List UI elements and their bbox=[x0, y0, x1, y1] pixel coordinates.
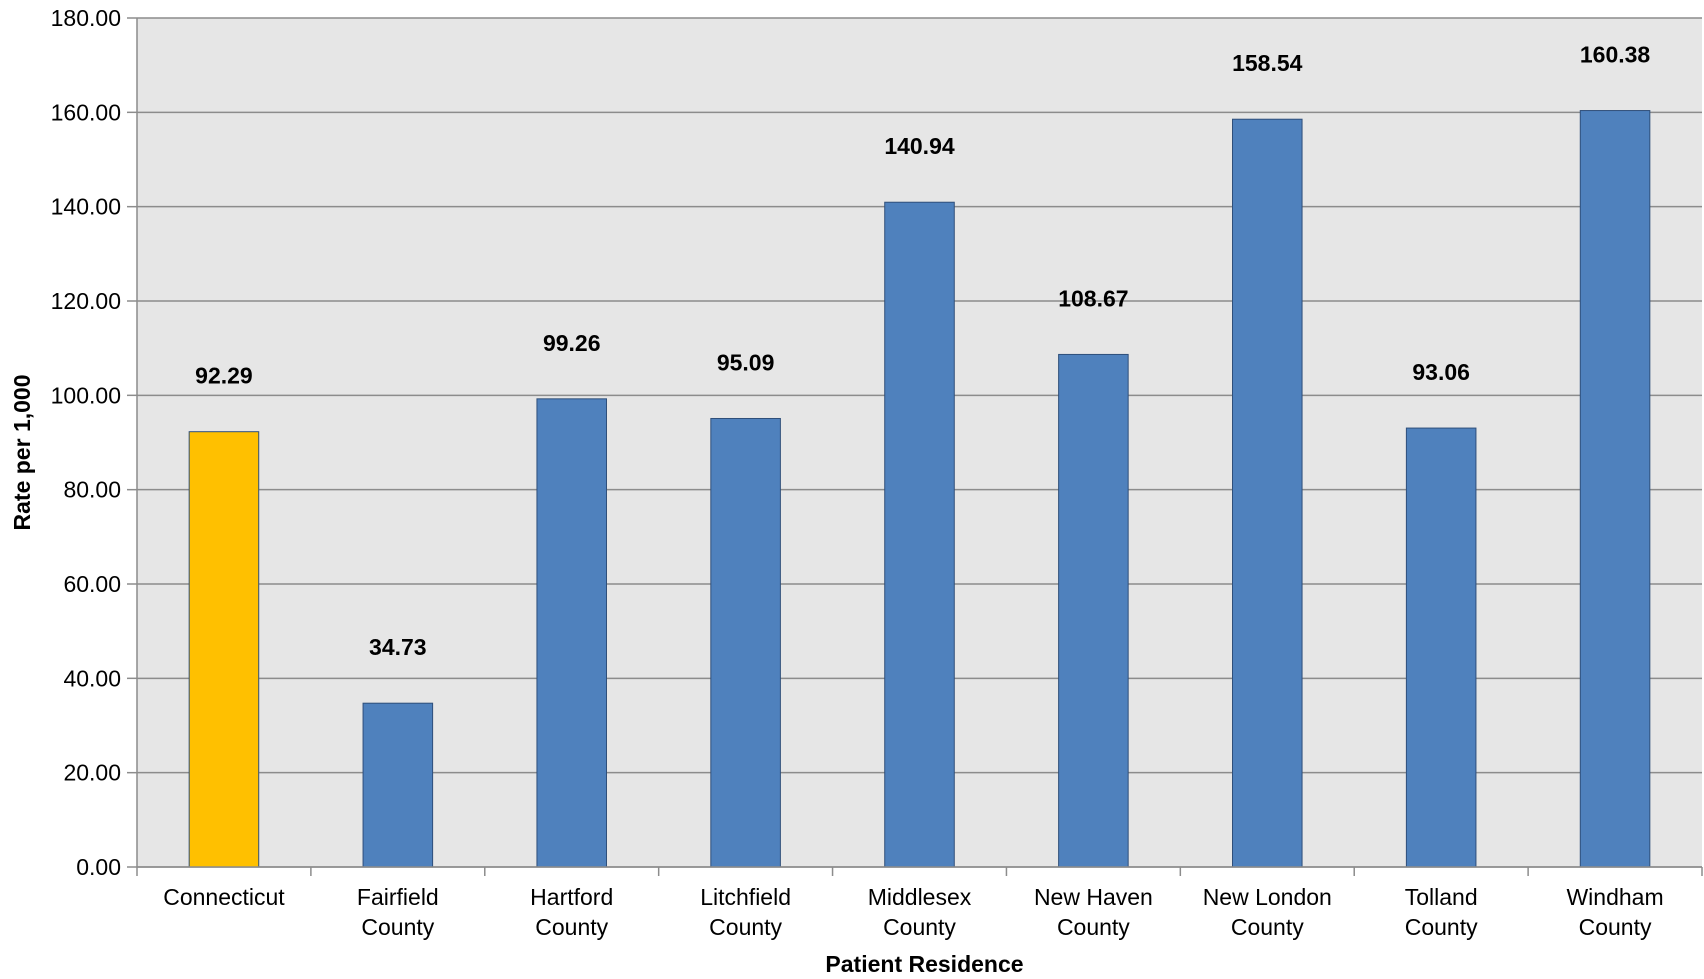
bar bbox=[710, 417, 781, 868]
data-label: 140.94 bbox=[884, 133, 955, 159]
bar bbox=[1579, 110, 1651, 868]
data-labels: 92.29 34.73 99.26 95.09 140.94 108.67 158.54 93… bbox=[195, 42, 1650, 661]
data-label: 95.09 bbox=[717, 349, 775, 375]
y-axis-title: Rate per 1,000 bbox=[9, 375, 35, 531]
x-tick-label: Tolland County bbox=[1405, 884, 1478, 940]
bars bbox=[188, 110, 1651, 868]
data-label: 158.54 bbox=[1232, 50, 1303, 76]
y-tick-label: 180.00 bbox=[51, 5, 121, 31]
y-tick-label: 60.00 bbox=[63, 571, 121, 597]
bar bbox=[884, 201, 955, 868]
x-tick-label: New Haven County bbox=[1034, 884, 1153, 940]
x-tick-label: New London County bbox=[1203, 884, 1332, 940]
bar bbox=[1405, 427, 1477, 868]
data-label: 34.73 bbox=[369, 634, 427, 660]
y-tick-label: 100.00 bbox=[51, 382, 121, 408]
x-tick-label: Litchfield County bbox=[700, 884, 791, 940]
data-label: 160.38 bbox=[1580, 42, 1651, 68]
bar bbox=[362, 702, 434, 868]
data-label: 99.26 bbox=[543, 330, 601, 356]
x-tick-label: Hartford County bbox=[530, 884, 613, 940]
x-tick-label: Connecticut bbox=[163, 884, 285, 910]
data-label: 108.67 bbox=[1058, 285, 1128, 311]
y-tick-label: 40.00 bbox=[63, 665, 121, 691]
x-tick-label: Middlesex County bbox=[868, 884, 972, 940]
x-tick-labels: Connecticut Fairfield County Hartford County… bbox=[163, 884, 1663, 940]
y-tick-labels: 0.00 20.00 40.00 60.00 80.00 100.00 120.00 140.… bbox=[51, 5, 121, 880]
y-tick-label: 0.00 bbox=[76, 854, 121, 880]
y-tick-label: 20.00 bbox=[63, 760, 121, 786]
data-label: 93.06 bbox=[1412, 359, 1470, 385]
x-tick-label: Windham County bbox=[1566, 884, 1663, 940]
x-tick-label: Fairfield County bbox=[357, 884, 439, 940]
y-tick-label: 140.00 bbox=[51, 194, 121, 220]
axes bbox=[136, 18, 1703, 876]
bar bbox=[536, 398, 608, 868]
y-tick-label: 80.00 bbox=[63, 477, 121, 503]
data-label: 92.29 bbox=[195, 363, 253, 389]
bar bbox=[1058, 353, 1129, 868]
bar bbox=[1232, 118, 1303, 868]
bar bbox=[188, 431, 260, 868]
y-tick-label: 160.00 bbox=[51, 99, 121, 125]
x-axis-title: Patient Residence bbox=[825, 951, 1023, 977]
y-tick-label: 120.00 bbox=[51, 288, 121, 314]
